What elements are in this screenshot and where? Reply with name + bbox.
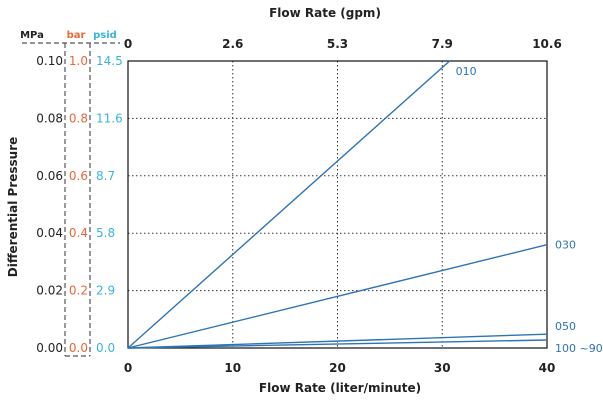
- pressure-tick-label: 0.04: [36, 226, 63, 240]
- series-label: 100 ~900: [555, 342, 603, 355]
- pressure-unit-label: MPa: [20, 30, 44, 41]
- pressure-scales: MPa 0.00 0.02 0.04 0.06 0.08 0.10 bar 0.0 0.2 0.4 0…: [20, 30, 123, 357]
- pressure-tick-label: 2.9: [96, 284, 115, 298]
- top-axis-tick-label: 10.6: [532, 37, 562, 51]
- pressure-tick-label: 0.06: [36, 169, 63, 183]
- y-axis-title: Differential Pressure: [6, 137, 20, 278]
- x-axis-title: Flow Rate (liter/minute): [259, 381, 421, 395]
- pressure-unit-label: bar: [67, 30, 86, 41]
- grid-layer: [128, 61, 547, 348]
- pressure-tick-label: 0.4: [69, 226, 88, 240]
- series-line-2: [127, 333, 548, 349]
- pressure-tick-label: 14.5: [96, 54, 123, 68]
- x-tick-label: 0: [124, 361, 132, 375]
- pressure-tick-label: 0.00: [36, 341, 63, 355]
- x-tick-label: 20: [329, 361, 346, 375]
- top-axis-tick-label: 2.6: [222, 37, 243, 51]
- series-line-0: [127, 60, 451, 349]
- series-layer: 010 030 050 100 ~900: [127, 60, 603, 355]
- pressure-tick-label: 0.2: [69, 284, 88, 298]
- x-tick-label: 10: [224, 361, 241, 375]
- pressure-tick-label: 0.6: [69, 169, 88, 183]
- series-label: 010: [456, 65, 477, 78]
- pressure-tick-label: 0.8: [69, 111, 88, 125]
- pressure-tick-label: 0.0: [69, 341, 88, 355]
- pressure-unit-label: psid: [93, 30, 117, 41]
- top-axis-tick-label: 5.3: [327, 37, 348, 51]
- pressure-tick-label: 0.08: [36, 111, 63, 125]
- pressure-tick-label: 1.0: [69, 54, 88, 68]
- series-label: 050: [555, 320, 576, 333]
- x-tick-label: 30: [434, 361, 451, 375]
- x-tick-label: 40: [539, 361, 556, 375]
- top-axis-tick-label: 7.9: [432, 37, 453, 51]
- pressure-tick-label: 8.7: [96, 169, 115, 183]
- top-axis-tick-label: 0: [124, 37, 132, 51]
- series-line-3: [127, 339, 548, 349]
- pressure-tick-label: 0.10: [36, 54, 63, 68]
- axes: 0 10 20 30 400 2.6 5.3 7.9 10.6: [124, 37, 562, 375]
- pressure-tick-label: 5.8: [96, 226, 115, 240]
- top-axis-title: Flow Rate (gpm): [269, 6, 381, 20]
- pressure-tick-label: 0.02: [36, 284, 63, 298]
- plot-frame: [127, 60, 548, 349]
- pressure-tick-label: 11.6: [96, 111, 123, 125]
- pressure-tick-label: 0.0: [96, 341, 115, 355]
- series-line-1: [127, 244, 548, 349]
- series-label: 030: [555, 239, 576, 252]
